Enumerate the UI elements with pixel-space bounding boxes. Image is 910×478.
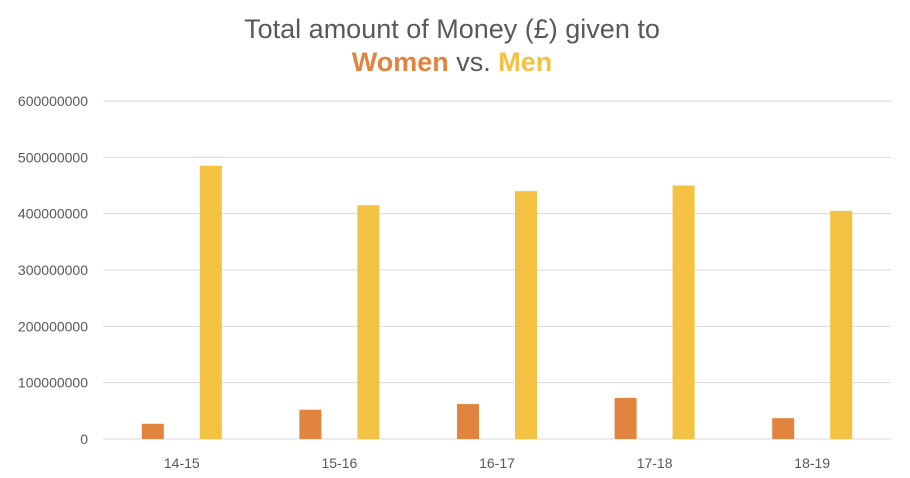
bar-women-17-18 [614, 397, 637, 439]
x-tick-label: 16-17 [479, 455, 515, 471]
chart-title-line1: Total amount of Money (£) given to [244, 14, 660, 44]
x-tick-label: 18-19 [794, 455, 830, 471]
bar-women-16-17 [457, 404, 479, 439]
bar-men-14-15 [199, 165, 222, 440]
bar-men-16-17 [515, 191, 537, 439]
y-tick-label: 400000000 [18, 206, 88, 222]
chart-title-line2: Women vs. Men [352, 47, 553, 77]
bar-women-15-16 [299, 409, 322, 439]
y-tick-label: 0 [80, 431, 88, 447]
x-axis-ticks: 14-15 15-16 16-17 17-18 18-19 [164, 455, 830, 471]
y-tick-label: 200000000 [18, 318, 88, 334]
y-axis-ticks: 0 100000000 200000000 300000000 400000000 500… [18, 93, 88, 447]
x-tick-label: 15-16 [321, 455, 357, 471]
y-tick-label: 300000000 [18, 262, 88, 278]
y-tick-label: 100000000 [18, 375, 88, 391]
title-women-label: Women [352, 47, 449, 77]
y-tick-label: 500000000 [18, 149, 88, 165]
gridlines [103, 100, 891, 440]
title-men-label: Men [498, 47, 552, 77]
x-tick-label: 14-15 [164, 455, 200, 471]
bar-women-14-15 [141, 423, 164, 439]
title-vs-label: vs. [449, 47, 499, 77]
y-tick-label: 600000000 [18, 93, 88, 109]
x-tick-label: 17-18 [637, 455, 673, 471]
bar-women-18-19 [772, 418, 795, 439]
bars [141, 165, 853, 440]
bar-men-15-16 [357, 205, 380, 439]
bar-men-18-19 [830, 210, 853, 439]
bar-men-17-18 [672, 185, 695, 439]
